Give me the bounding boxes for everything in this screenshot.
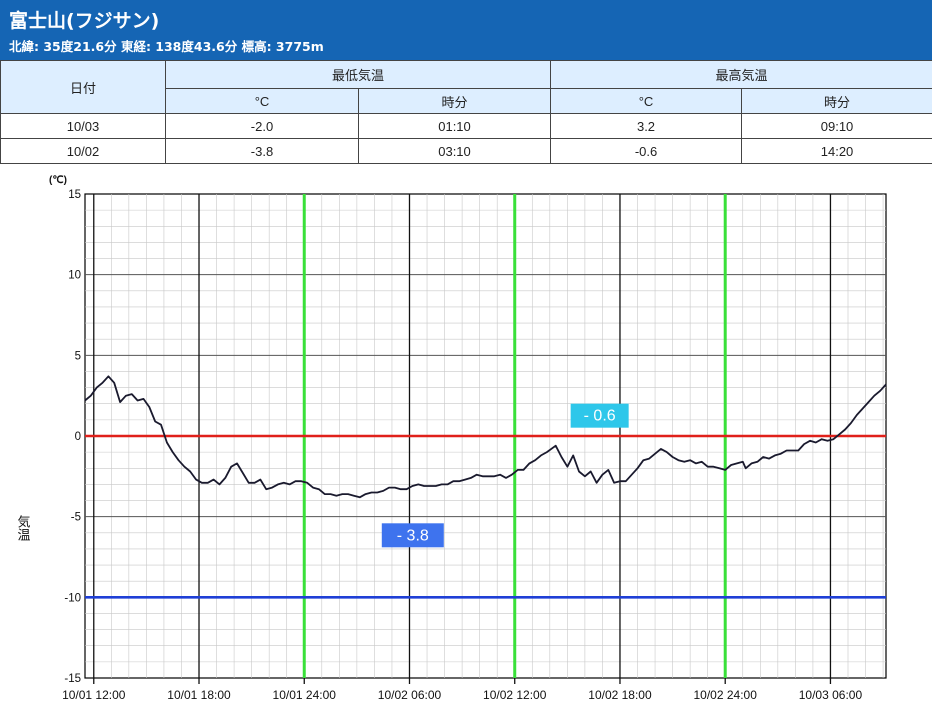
y-tick-label: 0 [75,431,81,443]
row-min-time: 01:10 [359,114,551,139]
min-temp-header: 最低気温 [166,61,551,89]
min-time-header: 時分 [359,89,551,114]
table-row: 10/02 -3.8 03:10 -0.6 14:20 [1,139,932,164]
max-label: - 0.6 [584,408,616,425]
y-axis-label: 気温 [16,514,31,541]
max-time-header: 時分 [742,89,932,114]
max-unit-header: °C [551,89,742,114]
y-tick-label: 15 [68,189,81,201]
max-temp-header: 最高気温 [551,61,932,89]
x-tick-label: 10/01 24:00 [273,688,337,702]
y-tick-label: -10 [64,592,81,604]
x-tick-label: 10/02 06:00 [378,688,442,702]
row-max-temp: 3.2 [551,114,742,139]
row-max-time: 09:10 [742,114,932,139]
y-tick-labels: 15 10 5 0 -5 -10 -15 [64,189,81,685]
row-date: 10/03 [1,114,166,139]
table-header-row: 日付 最低気温 最高気温 [1,61,932,89]
x-tick-label: 10/01 18:00 [167,688,231,702]
min-label: - 3.8 [397,527,429,544]
y-unit-label: (℃) [49,175,67,186]
x-tick-labels: 10/01 12:00 10/01 18:00 10/01 24:00 10/02 0… [62,688,862,702]
row-min-time: 03:10 [359,139,551,164]
x-tick-label: 10/02 18:00 [588,688,652,702]
x-tick-label: 10/02 24:00 [694,688,758,702]
y-tick-label: 10 [68,270,81,282]
y-tick-label: -5 [71,512,81,524]
station-coordinates: 北緯: 35度21.6分 東経: 138度43.6分 標高: 3775m [9,36,324,55]
row-max-time: 14:20 [742,139,932,164]
row-min-temp: -2.0 [166,114,359,139]
x-tick-label: 10/01 12:00 [62,688,126,702]
station-header: 富士山(フジサン) 北緯: 35度21.6分 東経: 138度43.6分 標高:… [0,0,932,60]
station-title: 富士山(フジサン) [9,6,159,33]
y-tick-label: -15 [64,673,81,685]
min-unit-header: °C [166,89,359,114]
x-tick-label: 10/03 06:00 [799,688,863,702]
table-row: 10/03 -2.0 01:10 3.2 09:10 [1,114,932,139]
date-column-header: 日付 [1,61,166,114]
row-min-temp: -3.8 [166,139,359,164]
temperature-summary-table: 日付 最低気温 最高気温 °C 時分 °C 時分 10/03 -2.0 01:1… [0,60,932,164]
x-tick-label: 10/02 12:00 [483,688,547,702]
y-tick-label: 5 [75,350,81,362]
row-max-temp: -0.6 [551,139,742,164]
row-date: 10/02 [1,139,166,164]
